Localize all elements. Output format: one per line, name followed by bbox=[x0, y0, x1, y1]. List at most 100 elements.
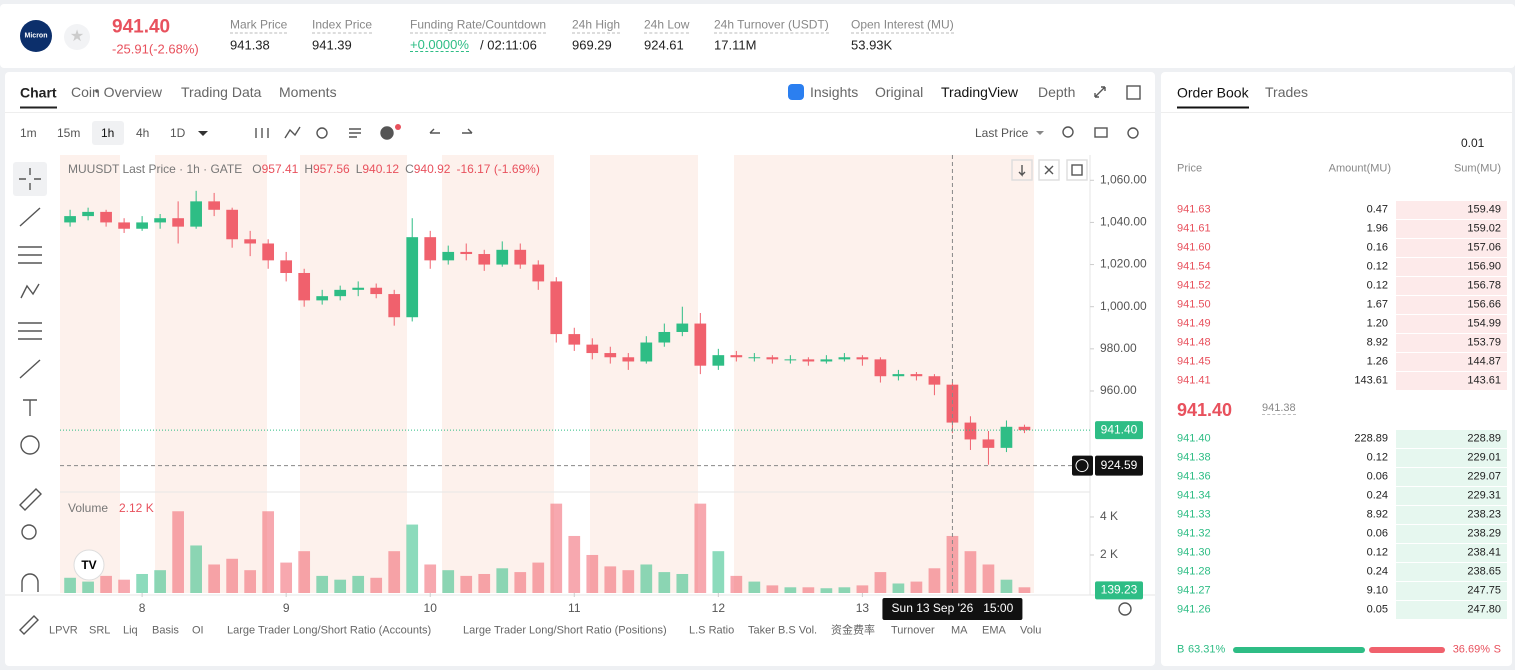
candle-body bbox=[604, 353, 617, 358]
indicator[interactable]: Large Trader Long/Short Ratio (Positions… bbox=[463, 624, 667, 637]
book-price[interactable]: 941.32 bbox=[1177, 527, 1211, 540]
interval[interactable]: 1h bbox=[101, 126, 115, 140]
indicator[interactable]: Volu bbox=[1020, 624, 1042, 637]
volume-bar bbox=[262, 511, 275, 593]
y-tick-label: 1,020.00 bbox=[1100, 257, 1147, 271]
book-sum: 156.90 bbox=[1467, 260, 1501, 273]
view-tab[interactable]: Depth bbox=[1038, 84, 1076, 100]
candle-body bbox=[622, 357, 635, 362]
book-price[interactable]: 941.34 bbox=[1177, 489, 1211, 502]
indicator[interactable]: OI bbox=[192, 624, 204, 637]
indicator[interactable]: EMA bbox=[982, 624, 1006, 637]
interval[interactable]: 15m bbox=[57, 126, 81, 140]
chart-tab[interactable]: Coin Overview bbox=[71, 84, 163, 100]
indicator[interactable]: Basis bbox=[152, 624, 179, 637]
candle-body bbox=[136, 222, 148, 229]
legend: MUUSDT Last Price · 1h · GATE O957.41 H957… bbox=[68, 162, 540, 176]
book-price[interactable]: 941.36 bbox=[1177, 470, 1211, 483]
book-price[interactable]: 941.40 bbox=[1177, 432, 1211, 445]
last-volume-label: 139.23 bbox=[1101, 583, 1138, 597]
book-amount: 0.06 bbox=[1366, 527, 1388, 540]
view-tab[interactable]: TradingView bbox=[941, 84, 1019, 100]
indicator[interactable]: 资金费率 bbox=[831, 624, 875, 637]
book-sum: 229.31 bbox=[1467, 489, 1501, 502]
volume-bar bbox=[352, 575, 365, 593]
book-amount: 9.10 bbox=[1366, 584, 1388, 597]
interval[interactable]: 4h bbox=[136, 126, 150, 140]
chart-tab[interactable]: Trading Data bbox=[181, 84, 262, 100]
volume-bar bbox=[658, 572, 671, 593]
book-price[interactable]: 941.30 bbox=[1177, 546, 1211, 559]
toolbar-icons[interactable] bbox=[95, 85, 1141, 616]
drawing-tools[interactable] bbox=[13, 162, 47, 635]
candle-body bbox=[856, 357, 869, 360]
book-price[interactable]: 941.45 bbox=[1177, 355, 1211, 368]
crosshair-plus-tag bbox=[1072, 455, 1093, 476]
price-type[interactable]: Last Price bbox=[975, 126, 1029, 140]
book-amount: 8.92 bbox=[1366, 508, 1388, 521]
indicator[interactable]: Liq bbox=[123, 624, 138, 637]
volume-bar bbox=[694, 503, 707, 593]
ohlc-value: 940.12 bbox=[362, 162, 399, 176]
book-price[interactable]: 941.49 bbox=[1177, 317, 1211, 330]
volume-bar bbox=[514, 572, 527, 593]
orderbook-header: Price bbox=[1177, 162, 1203, 175]
book-sum: 247.80 bbox=[1467, 603, 1501, 616]
x-tick-label: 10 bbox=[424, 601, 438, 615]
candle-body bbox=[982, 439, 995, 448]
favorite-star[interactable]: ★ bbox=[64, 24, 90, 50]
candle-body bbox=[370, 287, 383, 295]
book-price[interactable]: 941.52 bbox=[1177, 279, 1211, 292]
book-price[interactable]: 941.41 bbox=[1177, 374, 1211, 387]
candle-body bbox=[820, 359, 833, 362]
book-price[interactable]: 941.61 bbox=[1177, 222, 1211, 235]
candle-body bbox=[442, 251, 455, 261]
ohlc-value: 957.41 bbox=[262, 162, 299, 176]
stat-label: Mark Price bbox=[230, 17, 288, 34]
precision[interactable]: 0.01 bbox=[1461, 136, 1485, 150]
book-price[interactable]: 941.50 bbox=[1177, 298, 1211, 311]
indicator[interactable]: SRL bbox=[89, 624, 111, 637]
indicator[interactable]: L.S Ratio bbox=[689, 624, 735, 637]
legend-change: -16.17 (-1.69%) bbox=[456, 162, 539, 176]
interval[interactable]: 1D bbox=[170, 126, 186, 140]
book-price[interactable]: 941.48 bbox=[1177, 336, 1211, 349]
orderbook-tab[interactable]: Order Book bbox=[1177, 86, 1249, 109]
book-price[interactable]: 941.63 bbox=[1177, 203, 1211, 216]
volume-bar bbox=[640, 564, 653, 593]
book-price[interactable]: 941.27 bbox=[1177, 584, 1211, 597]
book-price[interactable]: 941.54 bbox=[1177, 260, 1211, 273]
chart-tab[interactable]: Moments bbox=[279, 84, 337, 100]
book-price[interactable]: 941.28 bbox=[1177, 565, 1211, 578]
x-tick-label: 8 bbox=[139, 601, 146, 615]
interval[interactable]: 1m bbox=[20, 126, 37, 140]
book-price[interactable]: 941.26 bbox=[1177, 603, 1211, 616]
indicator[interactable]: Turnover bbox=[891, 624, 935, 637]
volume-bar bbox=[586, 554, 599, 593]
volume-bar bbox=[568, 535, 581, 593]
book-amount: 8.92 bbox=[1366, 336, 1388, 349]
volume-bar bbox=[316, 575, 329, 593]
indicator[interactable]: LPVR bbox=[49, 624, 78, 637]
depth-bar bbox=[1396, 277, 1507, 295]
stat-label: Funding Rate/Countdown bbox=[410, 17, 547, 34]
view-tab[interactable]: Insights bbox=[810, 84, 859, 100]
ohlc-label: C bbox=[405, 162, 414, 176]
candle-body bbox=[298, 272, 311, 301]
book-price[interactable]: 941.38 bbox=[1177, 451, 1211, 464]
orderbook-tab[interactable]: Trades bbox=[1265, 84, 1309, 100]
book-price[interactable]: 941.60 bbox=[1177, 241, 1211, 254]
indicator[interactable]: MA bbox=[951, 624, 968, 637]
insights-icon bbox=[788, 84, 804, 100]
indicator[interactable]: Taker B.S Vol. bbox=[748, 624, 818, 637]
chart-tab[interactable]: Chart bbox=[20, 86, 57, 109]
book-price[interactable]: 941.33 bbox=[1177, 508, 1211, 521]
candle-body bbox=[964, 422, 977, 440]
volume-bar bbox=[712, 551, 725, 593]
indicator[interactable]: Large Trader Long/Short Ratio (Accounts) bbox=[227, 624, 432, 637]
volume-bar bbox=[1000, 579, 1013, 593]
stat-value: 941.38 bbox=[230, 37, 270, 53]
view-tab[interactable]: Original bbox=[875, 84, 924, 100]
book-last: 941.40 bbox=[1177, 400, 1233, 420]
stat-label: 24h High bbox=[572, 17, 621, 34]
